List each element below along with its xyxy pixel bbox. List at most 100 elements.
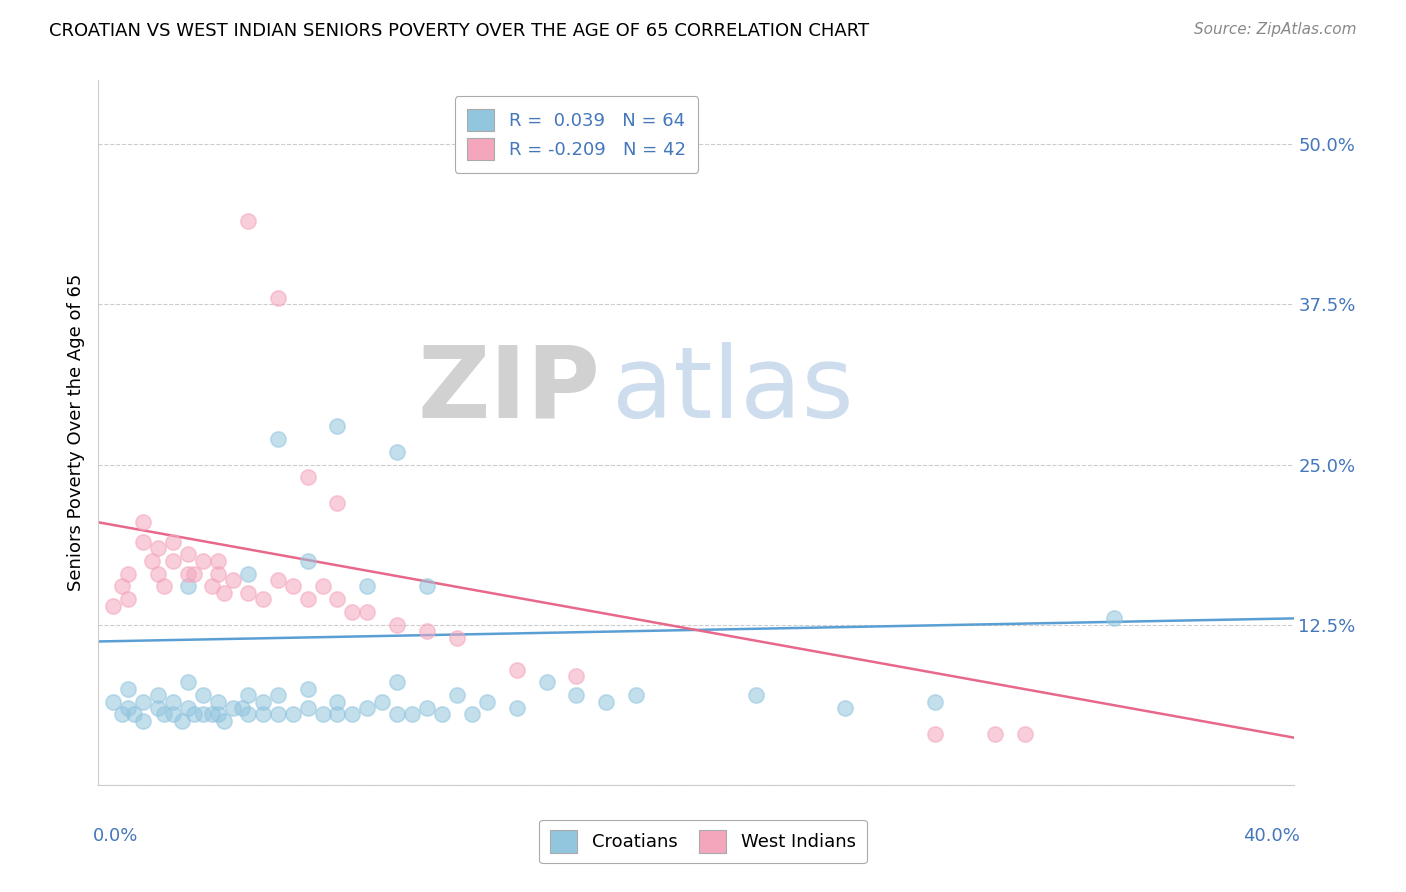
Point (236, 688, 259, 702)
Point (132, 695, 155, 709)
Point (191, 688, 214, 702)
Point (1014, 727, 1036, 741)
Point (924, 695, 946, 709)
Point (297, 592, 319, 607)
Point (132, 516, 155, 530)
Point (416, 701, 439, 715)
Text: Source: ZipAtlas.com: Source: ZipAtlas.com (1194, 22, 1357, 37)
Point (595, 695, 617, 709)
Point (984, 727, 1007, 741)
Point (297, 681, 319, 696)
Point (326, 695, 349, 709)
Point (1104, 611, 1126, 625)
Point (342, 605, 364, 619)
Point (834, 701, 856, 715)
Point (267, 432, 290, 446)
Point (326, 496, 349, 510)
Legend: R =  0.039   N = 64, R = -0.209   N = 42: R = 0.039 N = 64, R = -0.209 N = 42 (454, 96, 699, 173)
Point (212, 714, 235, 728)
Point (385, 445, 409, 459)
Point (201, 579, 224, 593)
Text: CROATIAN VS WEST INDIAN SENIORS POVERTY OVER THE AGE OF 65 CORRELATION CHART: CROATIAN VS WEST INDIAN SENIORS POVERTY … (49, 22, 869, 40)
Point (311, 579, 333, 593)
Point (111, 579, 134, 593)
Point (416, 579, 439, 593)
Point (162, 695, 184, 709)
Point (267, 688, 290, 702)
Point (148, 688, 170, 702)
Point (267, 573, 290, 587)
Point (222, 701, 245, 715)
Point (148, 701, 170, 715)
Point (475, 695, 498, 709)
Point (153, 707, 176, 722)
Point (356, 605, 378, 619)
Point (401, 707, 423, 722)
Point (356, 579, 378, 593)
Point (924, 727, 946, 741)
Point (207, 695, 229, 709)
Point (132, 714, 155, 728)
Text: 0.0%: 0.0% (93, 827, 138, 846)
Text: 40.0%: 40.0% (1243, 827, 1299, 846)
Point (153, 579, 176, 593)
Point (207, 554, 229, 568)
Y-axis label: Seniors Poverty Over the Age of 65: Seniors Poverty Over the Age of 65 (66, 274, 84, 591)
Point (236, 707, 259, 722)
Point (252, 592, 274, 607)
Point (236, 566, 259, 581)
Point (506, 663, 529, 677)
Point (297, 554, 319, 568)
Point (103, 599, 125, 613)
Point (430, 707, 453, 722)
Point (117, 566, 139, 581)
Point (201, 707, 224, 722)
Text: atlas: atlas (613, 342, 853, 439)
Point (565, 688, 588, 702)
Point (124, 707, 146, 722)
Point (117, 681, 139, 696)
Point (132, 534, 155, 549)
Legend: Croatians, West Indians: Croatians, West Indians (540, 820, 866, 863)
Point (385, 707, 409, 722)
Point (117, 592, 139, 607)
Point (148, 541, 170, 555)
Point (172, 714, 194, 728)
Text: ZIP: ZIP (418, 342, 600, 439)
Point (252, 707, 274, 722)
Point (231, 701, 253, 715)
Point (252, 695, 274, 709)
Point (222, 573, 245, 587)
Point (297, 470, 319, 484)
Point (745, 688, 768, 702)
Point (311, 707, 333, 722)
Point (326, 419, 349, 434)
Point (416, 624, 439, 639)
Point (371, 695, 394, 709)
Point (326, 592, 349, 607)
Point (461, 707, 484, 722)
Point (117, 701, 139, 715)
Point (191, 707, 214, 722)
Point (236, 214, 259, 228)
Point (183, 707, 205, 722)
Point (162, 534, 184, 549)
Point (207, 707, 229, 722)
Point (385, 617, 409, 632)
Point (281, 579, 304, 593)
Point (207, 566, 229, 581)
Point (281, 707, 304, 722)
Point (356, 701, 378, 715)
Point (111, 707, 134, 722)
Point (385, 675, 409, 690)
Point (297, 701, 319, 715)
Point (183, 566, 205, 581)
Point (236, 586, 259, 600)
Point (212, 586, 235, 600)
Point (141, 554, 163, 568)
Point (103, 695, 125, 709)
Point (177, 701, 200, 715)
Point (565, 669, 588, 683)
Point (342, 707, 364, 722)
Point (446, 631, 468, 645)
